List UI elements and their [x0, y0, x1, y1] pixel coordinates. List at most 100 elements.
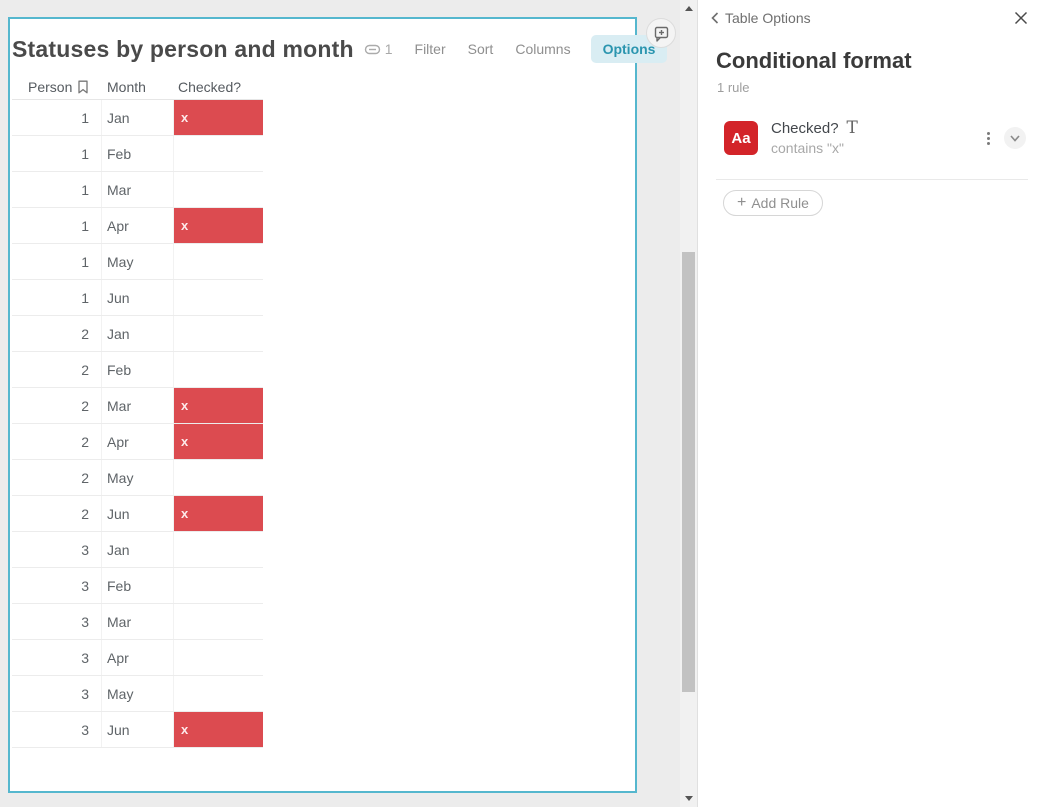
checked-cell[interactable]	[174, 316, 263, 351]
person-cell[interactable]: 1	[12, 244, 102, 279]
table-row: 3 Jan	[12, 532, 263, 568]
scroll-down-button[interactable]	[680, 790, 697, 807]
column-header-month[interactable]: Month	[107, 79, 146, 95]
divider	[716, 179, 1028, 180]
month-cell[interactable]: Feb	[102, 352, 174, 387]
checked-cell[interactable]	[174, 280, 263, 315]
plus-icon: +	[737, 194, 747, 211]
month-cell[interactable]: May	[102, 676, 174, 711]
checked-cell[interactable]	[174, 244, 263, 279]
checked-cell[interactable]: x	[174, 388, 263, 423]
person-cell[interactable]: 3	[12, 604, 102, 639]
column-header-person-label: Person	[28, 79, 73, 95]
close-icon	[1014, 11, 1028, 25]
month-cell[interactable]: Jun	[102, 280, 174, 315]
options-panel: Table Options Conditional format 1 rule …	[697, 0, 1040, 807]
rule-menu-button[interactable]	[983, 128, 994, 149]
person-cell[interactable]: 1	[12, 208, 102, 243]
person-cell[interactable]: 2	[12, 388, 102, 423]
person-cell[interactable]: 2	[12, 316, 102, 351]
checked-cell[interactable]: x	[174, 424, 263, 459]
checked-cell[interactable]	[174, 352, 263, 387]
person-cell[interactable]: 1	[12, 172, 102, 207]
sort-button[interactable]: Sort	[467, 41, 494, 57]
table-header-row: Person Month Checked?	[12, 75, 263, 100]
table-row: 3 May	[12, 676, 263, 712]
month-cell[interactable]: Mar	[102, 388, 174, 423]
scrollbar-thumb[interactable]	[682, 252, 695, 692]
month-cell[interactable]: Mar	[102, 604, 174, 639]
rule-format-swatch[interactable]: Aa	[724, 121, 758, 155]
person-cell[interactable]: 3	[12, 676, 102, 711]
month-cell[interactable]: Jan	[102, 100, 174, 135]
month-cell[interactable]: Apr	[102, 640, 174, 675]
month-cell[interactable]: Mar	[102, 172, 174, 207]
month-cell[interactable]: Apr	[102, 424, 174, 459]
add-rule-button[interactable]: + Add Rule	[723, 190, 823, 216]
link-icon	[364, 44, 380, 55]
columns-button[interactable]: Columns	[515, 41, 571, 57]
add-comment-button[interactable]	[646, 18, 676, 48]
person-cell[interactable]: 1	[12, 136, 102, 171]
checked-cell[interactable]	[174, 568, 263, 603]
checked-cell[interactable]: x	[174, 208, 263, 243]
person-cell[interactable]: 2	[12, 496, 102, 531]
bookmark-icon	[78, 80, 89, 94]
checked-cell[interactable]	[174, 532, 263, 567]
column-header-person[interactable]: Person	[12, 79, 102, 95]
person-cell[interactable]: 2	[12, 352, 102, 387]
linked-rows-badge[interactable]: 1	[364, 41, 393, 57]
rule-column-name: Checked?	[771, 120, 839, 137]
month-cell[interactable]: Jun	[102, 496, 174, 531]
back-to-table-options[interactable]: Table Options	[711, 10, 811, 26]
person-cell[interactable]: 1	[12, 100, 102, 135]
table-row: 2 May	[12, 460, 263, 496]
chevron-left-icon	[711, 12, 719, 24]
person-cell[interactable]: 1	[12, 280, 102, 315]
month-cell[interactable]: Jun	[102, 712, 174, 747]
month-cell[interactable]: Apr	[102, 208, 174, 243]
scroll-up-icon	[684, 6, 693, 11]
person-cell[interactable]: 2	[12, 424, 102, 459]
table-rows: 1 Jan x 1 Feb 1 Mar 1 Apr x 1 May 1 Jun …	[12, 100, 263, 748]
panel-title: Conditional format	[716, 48, 912, 73]
checked-cell[interactable]: x	[174, 100, 263, 135]
rule-card[interactable]: Aa Checked? T contains "x"	[724, 118, 1026, 158]
checked-cell[interactable]	[174, 460, 263, 495]
close-panel-button[interactable]	[1014, 11, 1028, 25]
canvas-scrollbar	[680, 0, 697, 807]
rule-count: 1 rule	[717, 80, 750, 95]
checked-cell[interactable]	[174, 136, 263, 171]
chevron-down-icon	[1010, 134, 1020, 142]
person-cell[interactable]: 3	[12, 532, 102, 567]
checked-cell[interactable]: x	[174, 712, 263, 747]
table-grid: Person Month Checked? 1 Jan x 1 Feb 1 Ma…	[12, 75, 263, 748]
month-cell[interactable]: Jan	[102, 532, 174, 567]
table-row: 3 Jun x	[12, 712, 263, 748]
checked-cell[interactable]	[174, 604, 263, 639]
table-row: 1 Feb	[12, 136, 263, 172]
checked-cell[interactable]	[174, 676, 263, 711]
person-cell[interactable]: 3	[12, 640, 102, 675]
document-canvas: Statuses by person and month 1 Filter So…	[0, 0, 697, 807]
month-cell[interactable]: May	[102, 244, 174, 279]
scroll-up-button[interactable]	[680, 0, 697, 17]
checked-cell[interactable]	[174, 172, 263, 207]
checked-cell[interactable]: x	[174, 496, 263, 531]
rule-expand-button[interactable]	[1004, 127, 1026, 149]
back-label: Table Options	[725, 10, 811, 26]
person-cell[interactable]: 3	[12, 568, 102, 603]
month-cell[interactable]: Feb	[102, 568, 174, 603]
table-row: 1 Mar	[12, 172, 263, 208]
table-row: 2 Mar x	[12, 388, 263, 424]
table-title[interactable]: Statuses by person and month	[12, 35, 354, 62]
checked-cell[interactable]	[174, 640, 263, 675]
month-cell[interactable]: Jan	[102, 316, 174, 351]
link-count: 1	[384, 41, 393, 57]
person-cell[interactable]: 3	[12, 712, 102, 747]
column-header-checked[interactable]: Checked?	[178, 79, 242, 95]
person-cell[interactable]: 2	[12, 460, 102, 495]
month-cell[interactable]: May	[102, 460, 174, 495]
month-cell[interactable]: Feb	[102, 136, 174, 171]
filter-button[interactable]: Filter	[414, 41, 446, 57]
